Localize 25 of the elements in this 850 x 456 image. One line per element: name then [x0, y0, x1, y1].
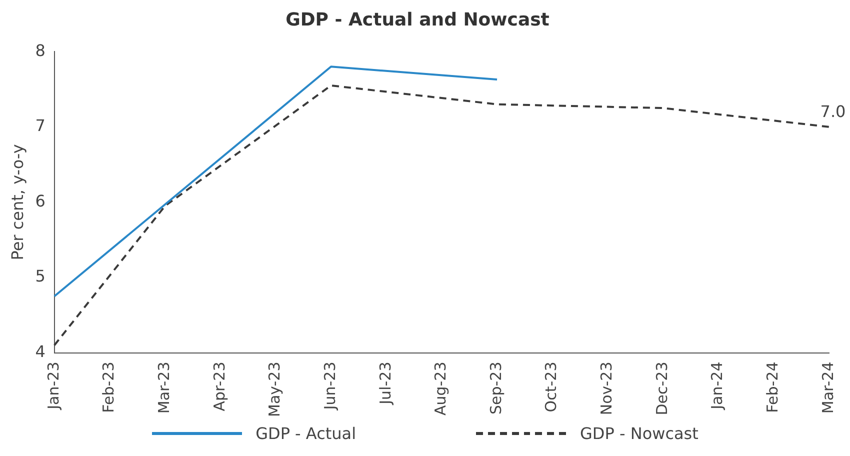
x-tick-label: Apr-23	[210, 362, 228, 412]
x-tick-label: Oct-23	[542, 362, 560, 412]
chart-title: GDP - Actual and Nowcast	[286, 9, 550, 30]
annotation: 7.0	[820, 102, 846, 122]
y-tick-label: 7	[35, 116, 46, 136]
x-tick-label: Mar-23	[154, 362, 173, 414]
x-tick-label: Feb-23	[100, 362, 118, 413]
x-tick-label: May-23	[266, 362, 284, 418]
y-axis-title: Per cent, y-o-y	[8, 144, 27, 260]
y-tick-label: 5	[35, 266, 46, 286]
x-tick-label: Nov-23	[598, 362, 616, 416]
x-tick-label: Mar-24	[818, 362, 837, 414]
x-tick-label: Dec-23	[652, 362, 671, 416]
x-tick-label: Feb-24	[764, 362, 782, 413]
x-tick-label: Jun-23	[320, 362, 339, 411]
legend-label: GDP - Nowcast	[580, 424, 698, 443]
y-tick-label: 4	[35, 342, 46, 361]
legend-label: GDP - Actual	[256, 424, 356, 443]
x-tick-label: Aug-23	[432, 362, 450, 416]
x-tick-label: Jan-24	[708, 362, 726, 410]
x-tick-label: Jul-23	[376, 362, 394, 406]
x-tick-label: Sep-23	[486, 362, 505, 415]
y-tick-label: 6	[35, 191, 46, 210]
y-tick-label: 8	[35, 40, 46, 60]
x-tick-label: Jan-23	[44, 362, 62, 410]
